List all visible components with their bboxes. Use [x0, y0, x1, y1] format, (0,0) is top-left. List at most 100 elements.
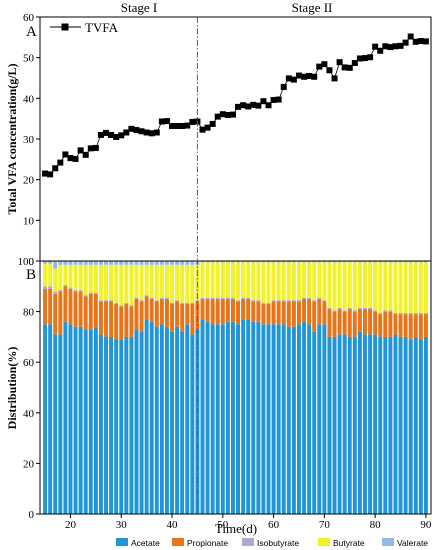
bar-segment-propionate	[342, 311, 347, 335]
tvfa-point	[397, 42, 404, 49]
bar-segment-isobutyrate	[205, 297, 210, 299]
bar-segment-butyrate	[175, 264, 180, 301]
bar-segment-propionate	[73, 291, 78, 327]
bar-segment-isobutyrate	[266, 302, 271, 305]
bar-segment-butyrate	[236, 262, 241, 301]
bar-segment-isobutyrate	[58, 290, 63, 292]
bar-segment-butyrate	[43, 263, 48, 287]
bar-segment-isobutyrate	[388, 310, 393, 312]
bar-segment-acetate	[373, 334, 378, 514]
bar-segment-propionate	[63, 286, 68, 322]
bar-segment-propionate	[230, 298, 235, 322]
bar-segment-valerate	[393, 261, 398, 263]
panel-b-ytick-label: 100	[18, 256, 35, 268]
tvfa-point	[346, 64, 353, 71]
bar-segment-valerate	[63, 261, 68, 265]
bar-segment-propionate	[93, 293, 98, 327]
bar-segment-propionate	[403, 314, 408, 337]
bar-segment-acetate	[43, 324, 48, 514]
bar-segment-butyrate	[241, 262, 246, 298]
legend-label-butyrate: Butyrate	[333, 538, 365, 548]
bar-segment-butyrate	[296, 262, 301, 301]
bar-segment-propionate	[357, 309, 362, 332]
bar-segment-isobutyrate	[129, 305, 134, 307]
tvfa-point	[377, 47, 384, 54]
bar-segment-isobutyrate	[241, 297, 246, 299]
bar-segment-valerate	[139, 261, 144, 265]
bar-segment-acetate	[342, 334, 347, 514]
bar-segment-butyrate	[129, 264, 134, 306]
bar-segment-propionate	[139, 301, 144, 332]
panel-a-ytick-label: 40	[23, 93, 35, 105]
bar-segment-butyrate	[109, 264, 114, 301]
bar-segment-butyrate	[53, 268, 58, 292]
bar-segment-butyrate	[205, 262, 210, 298]
legend-label-propionate: Propionate	[187, 538, 228, 548]
bar-segment-acetate	[58, 334, 63, 514]
bar-segment-propionate	[68, 288, 73, 325]
bar-segment-butyrate	[388, 262, 393, 311]
bar-segment-propionate	[210, 298, 215, 325]
bar-segment-isobutyrate	[312, 300, 317, 302]
bar-segment-isobutyrate	[109, 300, 114, 302]
bar-segment-butyrate	[190, 264, 195, 303]
bar-segment-propionate	[383, 311, 388, 337]
bar-segment-propionate	[88, 293, 93, 330]
tvfa-point	[255, 102, 262, 109]
tvfa-point	[42, 170, 49, 177]
bar-segment-valerate	[104, 261, 108, 265]
bar-segment-valerate	[403, 261, 408, 263]
bar-segment-acetate	[312, 331, 317, 514]
legend-swatch-isobutyrate	[242, 538, 254, 546]
tvfa-point	[275, 96, 282, 103]
panel-a-ytick-label: 30	[23, 134, 35, 146]
tvfa-point	[290, 76, 297, 83]
bar-segment-propionate	[302, 298, 307, 322]
bar-segment-butyrate	[302, 262, 307, 298]
bar-segment-propionate	[78, 291, 83, 327]
tvfa-point	[153, 129, 160, 136]
bar-segment-propionate	[98, 301, 103, 335]
bar-segment-acetate	[291, 326, 296, 514]
bar-segment-isobutyrate	[368, 307, 373, 310]
bar-segment-valerate	[73, 261, 78, 265]
tvfa-point	[97, 131, 104, 138]
bar-segment-acetate	[368, 334, 373, 514]
bar-segment-valerate	[154, 261, 159, 265]
bar-segment-isobutyrate	[164, 297, 169, 299]
bar-segment-acetate	[230, 321, 235, 514]
bar-segment-valerate	[215, 261, 220, 263]
bar-segment-propionate	[195, 301, 200, 330]
bar-segment-butyrate	[337, 262, 342, 308]
tvfa-point	[47, 171, 54, 178]
panel-a: 0 10 20 30 40 50 60 A Stage I Stage II TVFA To…	[5, 0, 432, 268]
bar-segment-butyrate	[317, 262, 322, 298]
legend-swatch-butyrate	[318, 538, 330, 546]
tvfa-point	[113, 133, 120, 140]
bar-segment-valerate	[93, 261, 98, 265]
legend-label-valerate: Valerate	[397, 538, 428, 548]
bar-segment-propionate	[144, 296, 149, 320]
bar-segment-acetate	[220, 324, 225, 514]
bar-segment-valerate	[408, 261, 413, 263]
tvfa-point	[326, 67, 333, 74]
tvfa-point	[361, 55, 368, 62]
bar-segment-acetate	[261, 324, 266, 514]
bar-segment-propionate	[185, 304, 190, 325]
bar-segment-propionate	[286, 301, 291, 327]
tvfa-point	[306, 72, 313, 79]
bar-segment-valerate	[43, 261, 48, 264]
bar-segment-acetate	[256, 321, 261, 514]
bar-segment-valerate	[322, 261, 327, 263]
x-tick-label: 40	[167, 519, 179, 531]
bar-segment-acetate	[317, 324, 322, 514]
bar-segment-propionate	[347, 309, 352, 337]
bar-segment-propionate	[48, 288, 53, 325]
bar-segment-butyrate	[119, 264, 124, 306]
bar-segment-isobutyrate	[408, 312, 413, 315]
bar-segment-butyrate	[332, 262, 337, 311]
tvfa-point	[382, 43, 389, 50]
bar-segment-acetate	[403, 336, 408, 514]
bar-segment-valerate	[398, 261, 403, 263]
